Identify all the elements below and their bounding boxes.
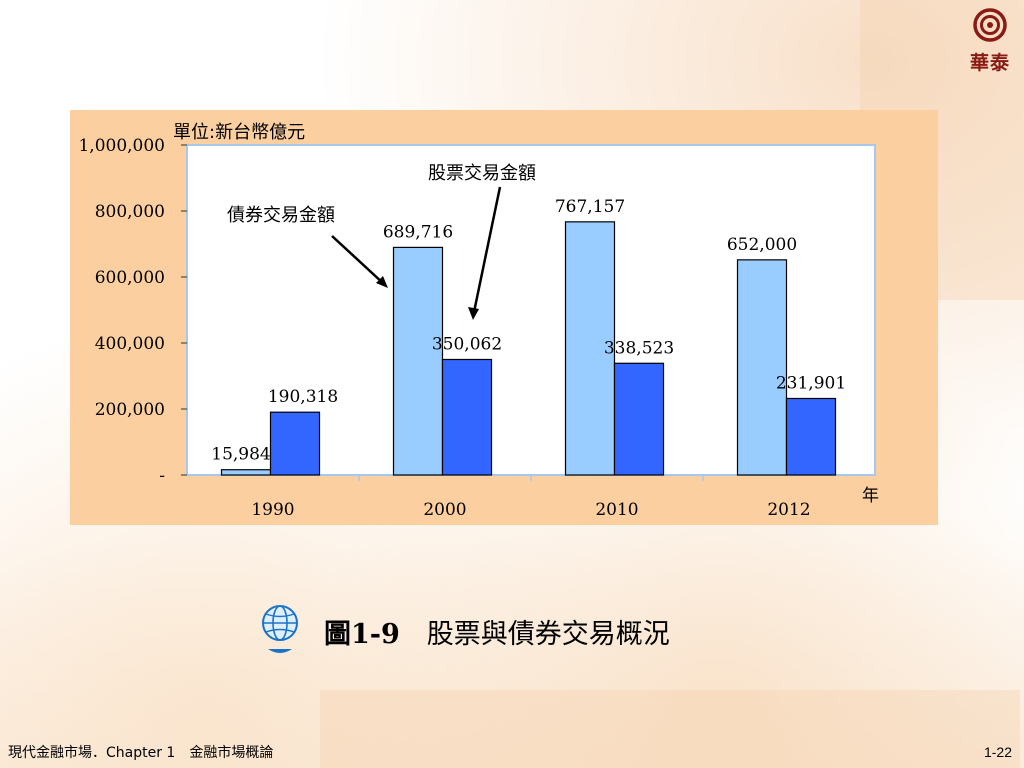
data-label: 767,157 [555, 197, 625, 217]
x-axis-label: 年 [862, 486, 879, 506]
bar-bond [392, 246, 444, 476]
bar-chart: - 200,000 400,000 600,000 800,000 1,000,000 15… [78, 122, 879, 520]
background-decoration [320, 690, 1020, 768]
brand-logo: 華泰 [962, 8, 1018, 75]
bar-bond [220, 469, 272, 476]
data-label: 689,716 [383, 222, 453, 242]
annotation-arrow-bond [331, 235, 385, 285]
globe-icon [262, 605, 298, 653]
logo-mark-icon [973, 8, 1007, 42]
logo-text: 華泰 [969, 52, 1010, 74]
annotation-stock: 股票交易金額 [428, 163, 536, 184]
figure-caption: 圖1-9 股票與債券交易概況 [260, 603, 670, 659]
data-label: 652,000 [727, 235, 797, 255]
x-tick-label: 2012 [767, 500, 810, 520]
y-tick-label: 200,000 [95, 400, 165, 420]
annotation-arrowhead-bond [376, 276, 388, 288]
y-tick-label: 800,000 [95, 202, 165, 222]
y-tick-label: 600,000 [95, 268, 165, 288]
figure-number: 圖1-9 [324, 618, 400, 650]
figure-title: 股票與債券交易概況 [426, 618, 670, 650]
annotation-arrowhead-stock [468, 307, 479, 320]
y-tick-label: 1,000,000 [78, 136, 165, 156]
bar-stock [613, 362, 665, 476]
bar-stock [269, 411, 321, 476]
data-label: 190,318 [268, 387, 338, 407]
bar-stock [785, 397, 837, 476]
x-tick-label: 1990 [251, 500, 294, 520]
annotation-bond: 債券交易金額 [227, 205, 335, 226]
y-tick-label: - [159, 466, 165, 486]
x-tick-label: 2010 [595, 500, 638, 520]
bar-bond [564, 221, 616, 476]
footer-course-title: 現代金融市場．Chapter 1 金融市場概論 [8, 745, 274, 761]
data-label: 231,901 [776, 373, 846, 393]
data-label: 350,062 [432, 334, 502, 354]
y-tick-label: 400,000 [95, 334, 165, 354]
chart-panel: - 200,000 400,000 600,000 800,000 1,000,000 15… [70, 110, 938, 525]
page-number: 1-22 [983, 744, 1012, 760]
bar-bond [736, 259, 788, 476]
unit-label: 單位:新台幣億元 [173, 122, 305, 143]
annotation-arrow-stock [472, 186, 502, 313]
bar-stock [441, 358, 493, 476]
x-tick-label: 2000 [423, 500, 466, 520]
data-label: 338,523 [604, 338, 674, 358]
data-label: 15,984 [211, 445, 270, 465]
